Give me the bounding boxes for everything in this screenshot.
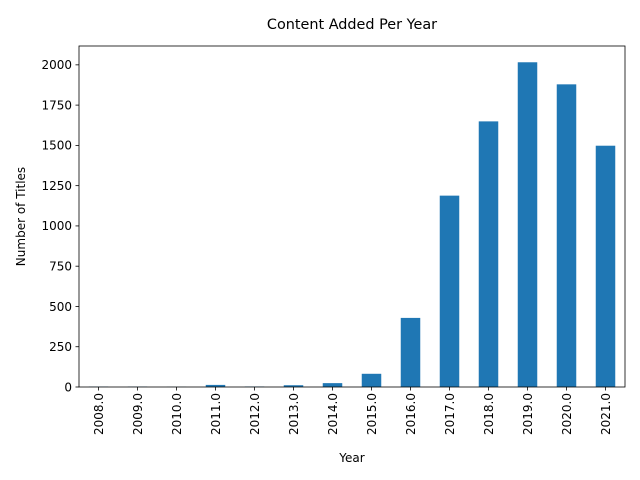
x-tick-label: 2011.0: [209, 393, 223, 435]
bar-2014-0: [322, 383, 343, 387]
y-tick-label: 1250: [41, 179, 72, 193]
y-tick-label: 250: [49, 340, 72, 354]
y-tick-label: 500: [49, 300, 72, 314]
x-tick-label: 2013.0: [287, 393, 301, 435]
x-tick-label: 2017.0: [443, 393, 457, 435]
y-tick-label: 750: [49, 259, 72, 273]
y-tick-label: 1000: [41, 219, 72, 233]
y-tick-label: 0: [64, 380, 72, 394]
bar-2013-0: [283, 385, 304, 387]
bar-2019-0: [517, 62, 538, 388]
x-tick-label: 2020.0: [560, 393, 574, 435]
x-tick-label: 2019.0: [521, 393, 535, 435]
x-tick-label: 2015.0: [365, 393, 379, 435]
x-tick-label: 2010.0: [170, 393, 184, 435]
bar-2021-0: [595, 145, 616, 387]
y-tick-label: 2000: [41, 58, 72, 72]
x-axis-label: Year: [338, 451, 364, 465]
bar-2020-0: [556, 84, 577, 387]
x-tick-label: 2012.0: [248, 393, 262, 435]
chart-title: Content Added Per Year: [267, 17, 437, 33]
plot-frame: [78, 45, 626, 388]
bar-2011-0: [205, 384, 226, 387]
bar-2015-0: [361, 373, 382, 387]
y-tick-label: 1500: [41, 139, 72, 153]
x-tick-label: 2018.0: [482, 393, 496, 435]
y-axis: 0 250 500 750 1000 1250 1500 1750 2000: [41, 58, 79, 394]
x-axis: 2008.0 2009.0 2010.0 2011.0 2012.0 2013.0 2014…: [92, 387, 613, 435]
x-tick-label: 2016.0: [404, 393, 418, 435]
bar-2018-0: [478, 121, 499, 387]
bar-2017-0: [439, 195, 460, 387]
x-tick-label: 2009.0: [131, 393, 145, 435]
x-tick-label: 2008.0: [92, 393, 106, 435]
bar-2016-0: [400, 317, 421, 387]
y-axis-label: Number of Titles: [14, 167, 28, 266]
x-tick-label: 2014.0: [326, 393, 340, 435]
y-tick-label: 1750: [41, 98, 72, 112]
bars-group: [88, 62, 616, 388]
x-tick-label: 2021.0: [599, 393, 613, 435]
